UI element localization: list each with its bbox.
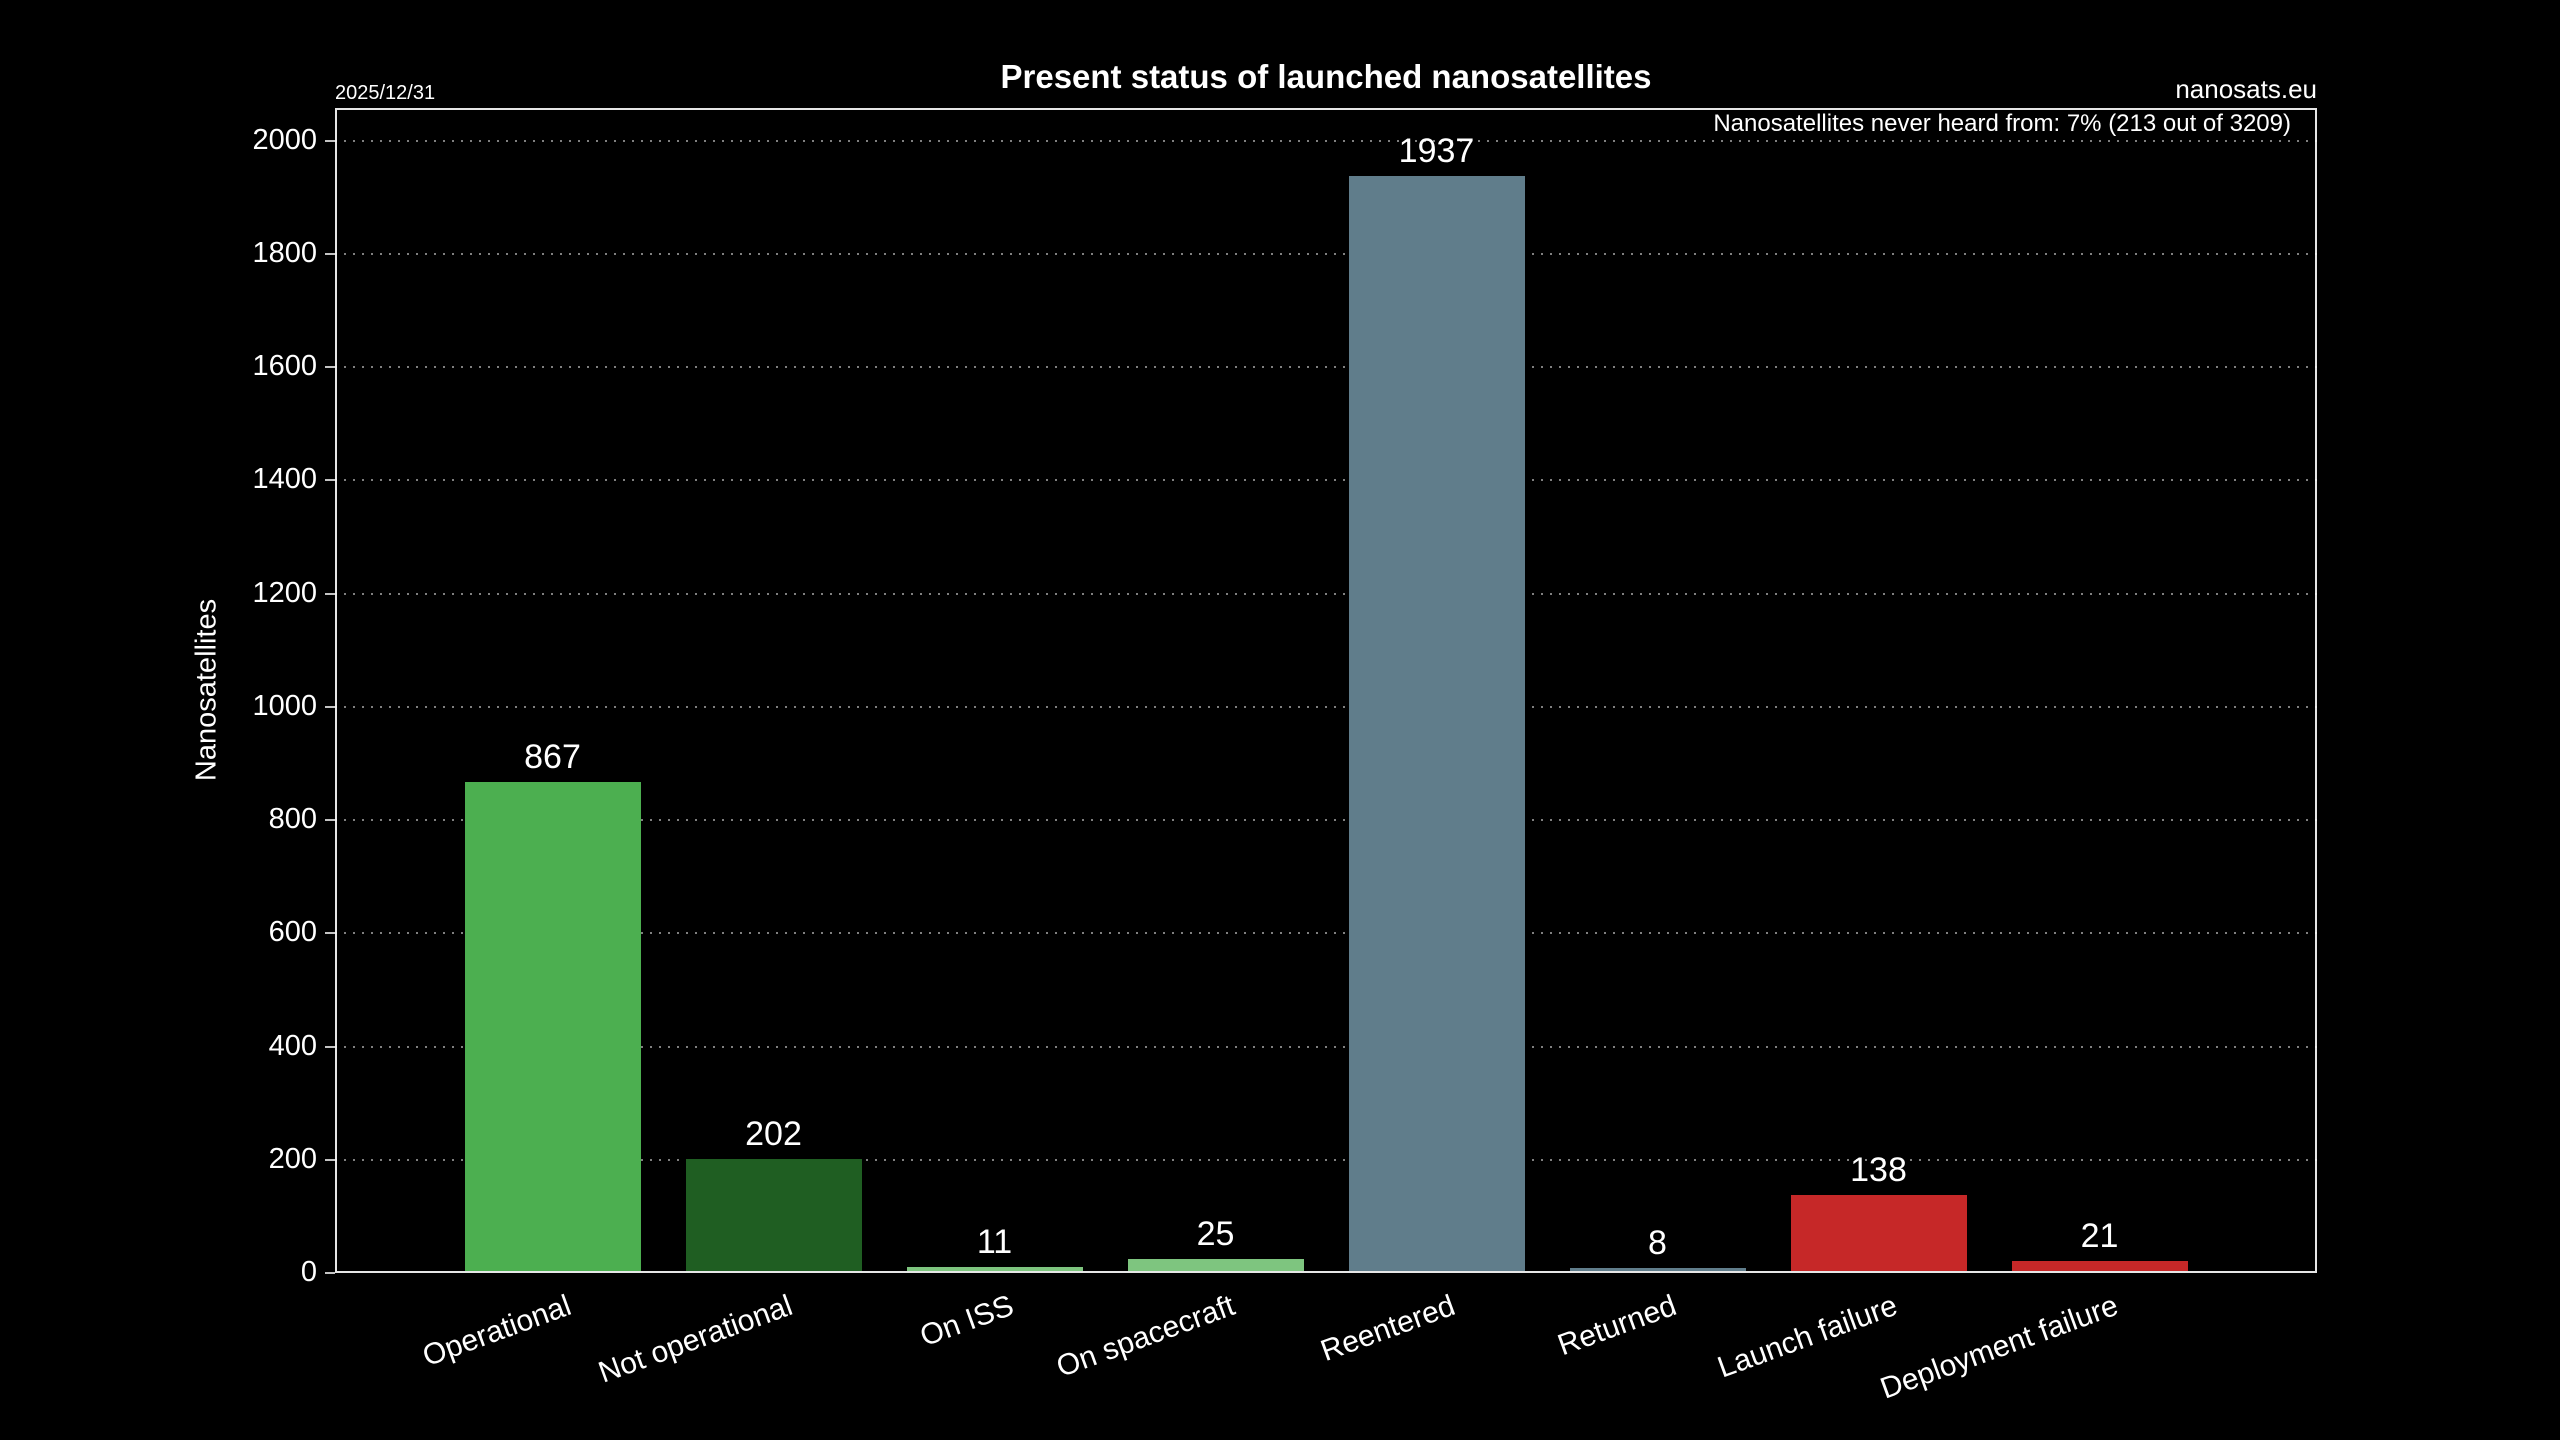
bar-operational [464, 782, 641, 1271]
gridline-1000 [335, 705, 2317, 708]
y-tick-label-1800: 1800 [252, 237, 317, 270]
bar-value-returned: 8 [1648, 1224, 1667, 1263]
y-tick-mark-200 [325, 1158, 335, 1161]
x-tick-label-deployment-failure: Deployment failure [1876, 1289, 2123, 1406]
bar-value-deployment-failure: 21 [2080, 1217, 2119, 1256]
y-tick-label-0: 0 [300, 1256, 317, 1288]
bar-reentered [1348, 176, 1525, 1271]
y-tick-mark-2000 [325, 139, 335, 142]
bar-launch-failure [1790, 1194, 1967, 1271]
x-tick-label-launch-failure: Launch failure [1713, 1289, 1902, 1385]
y-tick-label-2000: 2000 [252, 123, 317, 156]
y-tick-label-1600: 1600 [252, 350, 317, 383]
y-tick-label-200: 200 [268, 1142, 317, 1175]
y-tick-mark-800 [325, 819, 335, 822]
gridline-2000 [335, 139, 2317, 142]
plot-area [335, 108, 2317, 1273]
x-tick-label-on-spacecraft: On spacecraft [1051, 1289, 1239, 1384]
y-tick-mark-1400 [325, 479, 335, 482]
gridline-200 [335, 1158, 2317, 1161]
y-tick-label-400: 400 [268, 1029, 317, 1062]
y-tick-label-1400: 1400 [252, 463, 317, 496]
gridline-400 [335, 1045, 2317, 1048]
bar-value-operational: 867 [524, 738, 581, 777]
x-tick-label-operational: Operational [418, 1289, 576, 1374]
y-tick-mark-0 [325, 1272, 335, 1274]
bar-value-on-iss: 11 [976, 1222, 1013, 1261]
y-tick-mark-1600 [325, 366, 335, 369]
y-tick-mark-1800 [325, 253, 335, 256]
y-tick-mark-400 [325, 1045, 335, 1048]
x-tick-label-not-operational: Not operational [594, 1289, 797, 1390]
date-annotation: 2025/12/31 [335, 82, 436, 104]
gridline-1400 [335, 479, 2317, 482]
y-tick-mark-600 [325, 932, 335, 935]
bar-returned [1569, 1268, 1746, 1271]
chart-title: Present status of launched nanosatellite… [1000, 58, 1652, 95]
y-tick-label-800: 800 [268, 803, 317, 836]
bar-on-iss [906, 1266, 1083, 1271]
x-tick-label-returned: Returned [1553, 1289, 1681, 1363]
y-tick-mark-1000 [325, 705, 335, 708]
bar-value-not-operational: 202 [745, 1114, 802, 1153]
gridline-1200 [335, 592, 2317, 595]
gridline-1600 [335, 366, 2317, 369]
x-tick-label-reentered: Reentered [1316, 1289, 1460, 1368]
bar-deployment-failure [2011, 1261, 2188, 1271]
never-heard-annotation: Nanosatellites never heard from: 7% (213… [1713, 110, 2291, 137]
y-tick-label-1000: 1000 [252, 689, 317, 722]
gridline-800 [335, 819, 2317, 822]
gridline-600 [335, 932, 2317, 935]
gridline-1800 [335, 253, 2317, 256]
bar-not-operational [685, 1158, 862, 1271]
y-tick-mark-1200 [325, 592, 335, 595]
y-tick-label-1200: 1200 [252, 576, 317, 609]
bar-value-reentered: 1937 [1398, 132, 1475, 171]
bar-value-launch-failure: 138 [1850, 1150, 1907, 1189]
bar-value-on-spacecraft: 25 [1196, 1214, 1235, 1253]
bar-on-spacecraft [1127, 1258, 1304, 1271]
x-tick-label-on-iss: On ISS [915, 1289, 1018, 1354]
y-tick-label-600: 600 [268, 916, 317, 949]
site-watermark: nanosats.eu [2175, 74, 2317, 104]
